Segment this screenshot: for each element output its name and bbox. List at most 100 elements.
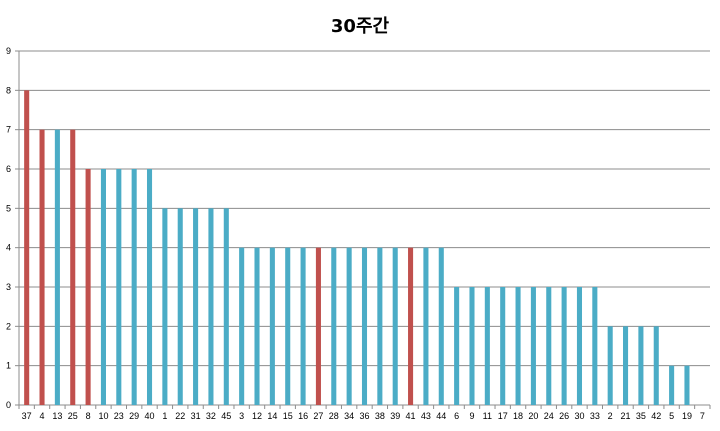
x-tick-label: 33 [590,411,600,421]
bar-5 [669,365,675,405]
x-tick-label: 18 [513,411,523,421]
x-tick-label: 20 [528,411,538,421]
x-tick-label: 31 [191,411,201,421]
bar-24 [546,287,552,405]
y-axis-ticks: 0 1 2 3 4 5 6 7 8 9 [6,46,19,410]
bar-41 [408,247,414,405]
x-tick-label: 39 [390,411,400,421]
bar-9 [469,287,475,405]
bar-11 [484,287,490,405]
bar-40 [146,169,153,405]
bar-16 [300,247,306,405]
bar-44 [438,247,444,405]
x-tick-label: 41 [406,411,416,421]
x-tick-label: 23 [114,411,124,421]
bar-32 [208,208,214,405]
x-tick-label: 8 [86,411,91,421]
x-tick-label: 27 [313,411,323,421]
x-tick-label: 25 [68,411,78,421]
bar-22 [177,208,183,405]
y-tick-label: 1 [6,361,11,371]
bar-10 [100,169,106,405]
bar-17 [500,287,506,405]
x-tick-label: 19 [682,411,692,421]
x-tick-label: 24 [544,411,554,421]
x-tick-label: 32 [206,411,216,421]
x-tick-label: 17 [498,411,508,421]
bar-6 [454,287,460,405]
bar-21 [623,326,629,405]
chart-title: 30주간 [331,16,390,37]
x-tick-label: 9 [469,411,474,421]
y-tick-label: 5 [6,203,11,213]
bar-30 [576,287,583,405]
x-tick-label: 21 [621,411,631,421]
bar-19 [684,365,690,405]
x-tick-label: 14 [267,411,277,421]
x-tick-label: 26 [559,411,569,421]
x-tick-label: 16 [298,411,308,421]
x-tick-label: 36 [359,411,369,421]
x-tick-label: 15 [283,411,293,421]
x-tick-label: 22 [175,411,185,421]
bar-13 [54,129,60,405]
y-tick-label: 0 [6,400,11,410]
bar-43 [423,247,429,405]
x-tick-label: 35 [636,411,646,421]
bar-8 [85,169,91,405]
x-tick-label: 11 [483,411,492,421]
y-tick-label: 7 [6,125,11,135]
x-tick-label: 6 [454,411,459,421]
x-tick-label: 38 [375,411,385,421]
x-tick-label: 42 [651,411,661,421]
bar-3 [239,247,245,405]
x-tick-label: 12 [252,411,262,421]
bars [24,90,690,405]
bar-20 [530,287,536,405]
x-tick-label: 37 [22,411,32,421]
x-tick-label: 29 [129,411,139,421]
x-tick-label: 44 [436,411,446,421]
x-tick-label: 7 [700,411,705,421]
x-tick-label: 1 [162,411,167,421]
y-tick-label: 4 [6,243,11,253]
bar-38 [377,247,383,405]
bar-35 [638,326,644,405]
x-tick-label: 2 [608,411,613,421]
bar-18 [515,287,521,405]
bar-29 [131,169,137,405]
y-tick-label: 6 [6,164,11,174]
bar-12 [254,247,260,405]
bar-39 [392,247,398,405]
bar-4 [39,129,45,405]
bar-23 [116,169,122,405]
bar-15 [285,247,291,405]
bar-1 [162,208,168,405]
bar-31 [193,208,199,405]
bar-25 [70,129,76,405]
x-tick-label: 13 [52,411,62,421]
x-tick-label: 43 [421,411,431,421]
bar-2 [607,326,613,405]
x-tick-label: 45 [221,411,231,421]
bar-37 [24,90,30,405]
x-tick-label: 3 [239,411,244,421]
bar-45 [223,208,229,405]
x-tick-label: 10 [98,411,108,421]
bar-33 [592,287,598,405]
x-axis-ticks: 37 4 13 25 8 10 23 29 40 1 22 31 32 45 3 12 14 15 16 27 28 34… [18,405,711,421]
bar-26 [561,287,567,405]
y-tick-label: 3 [6,282,11,292]
x-tick-label: 4 [40,411,45,421]
y-tick-label: 9 [6,46,11,56]
x-tick-label: 34 [344,411,354,421]
bar-27 [315,247,321,405]
bar-36 [361,247,368,405]
y-tick-label: 8 [6,85,11,95]
bar-14 [269,247,275,405]
x-tick-label: 30 [574,411,584,421]
bar-28 [331,247,337,405]
y-tick-label: 2 [6,321,11,331]
